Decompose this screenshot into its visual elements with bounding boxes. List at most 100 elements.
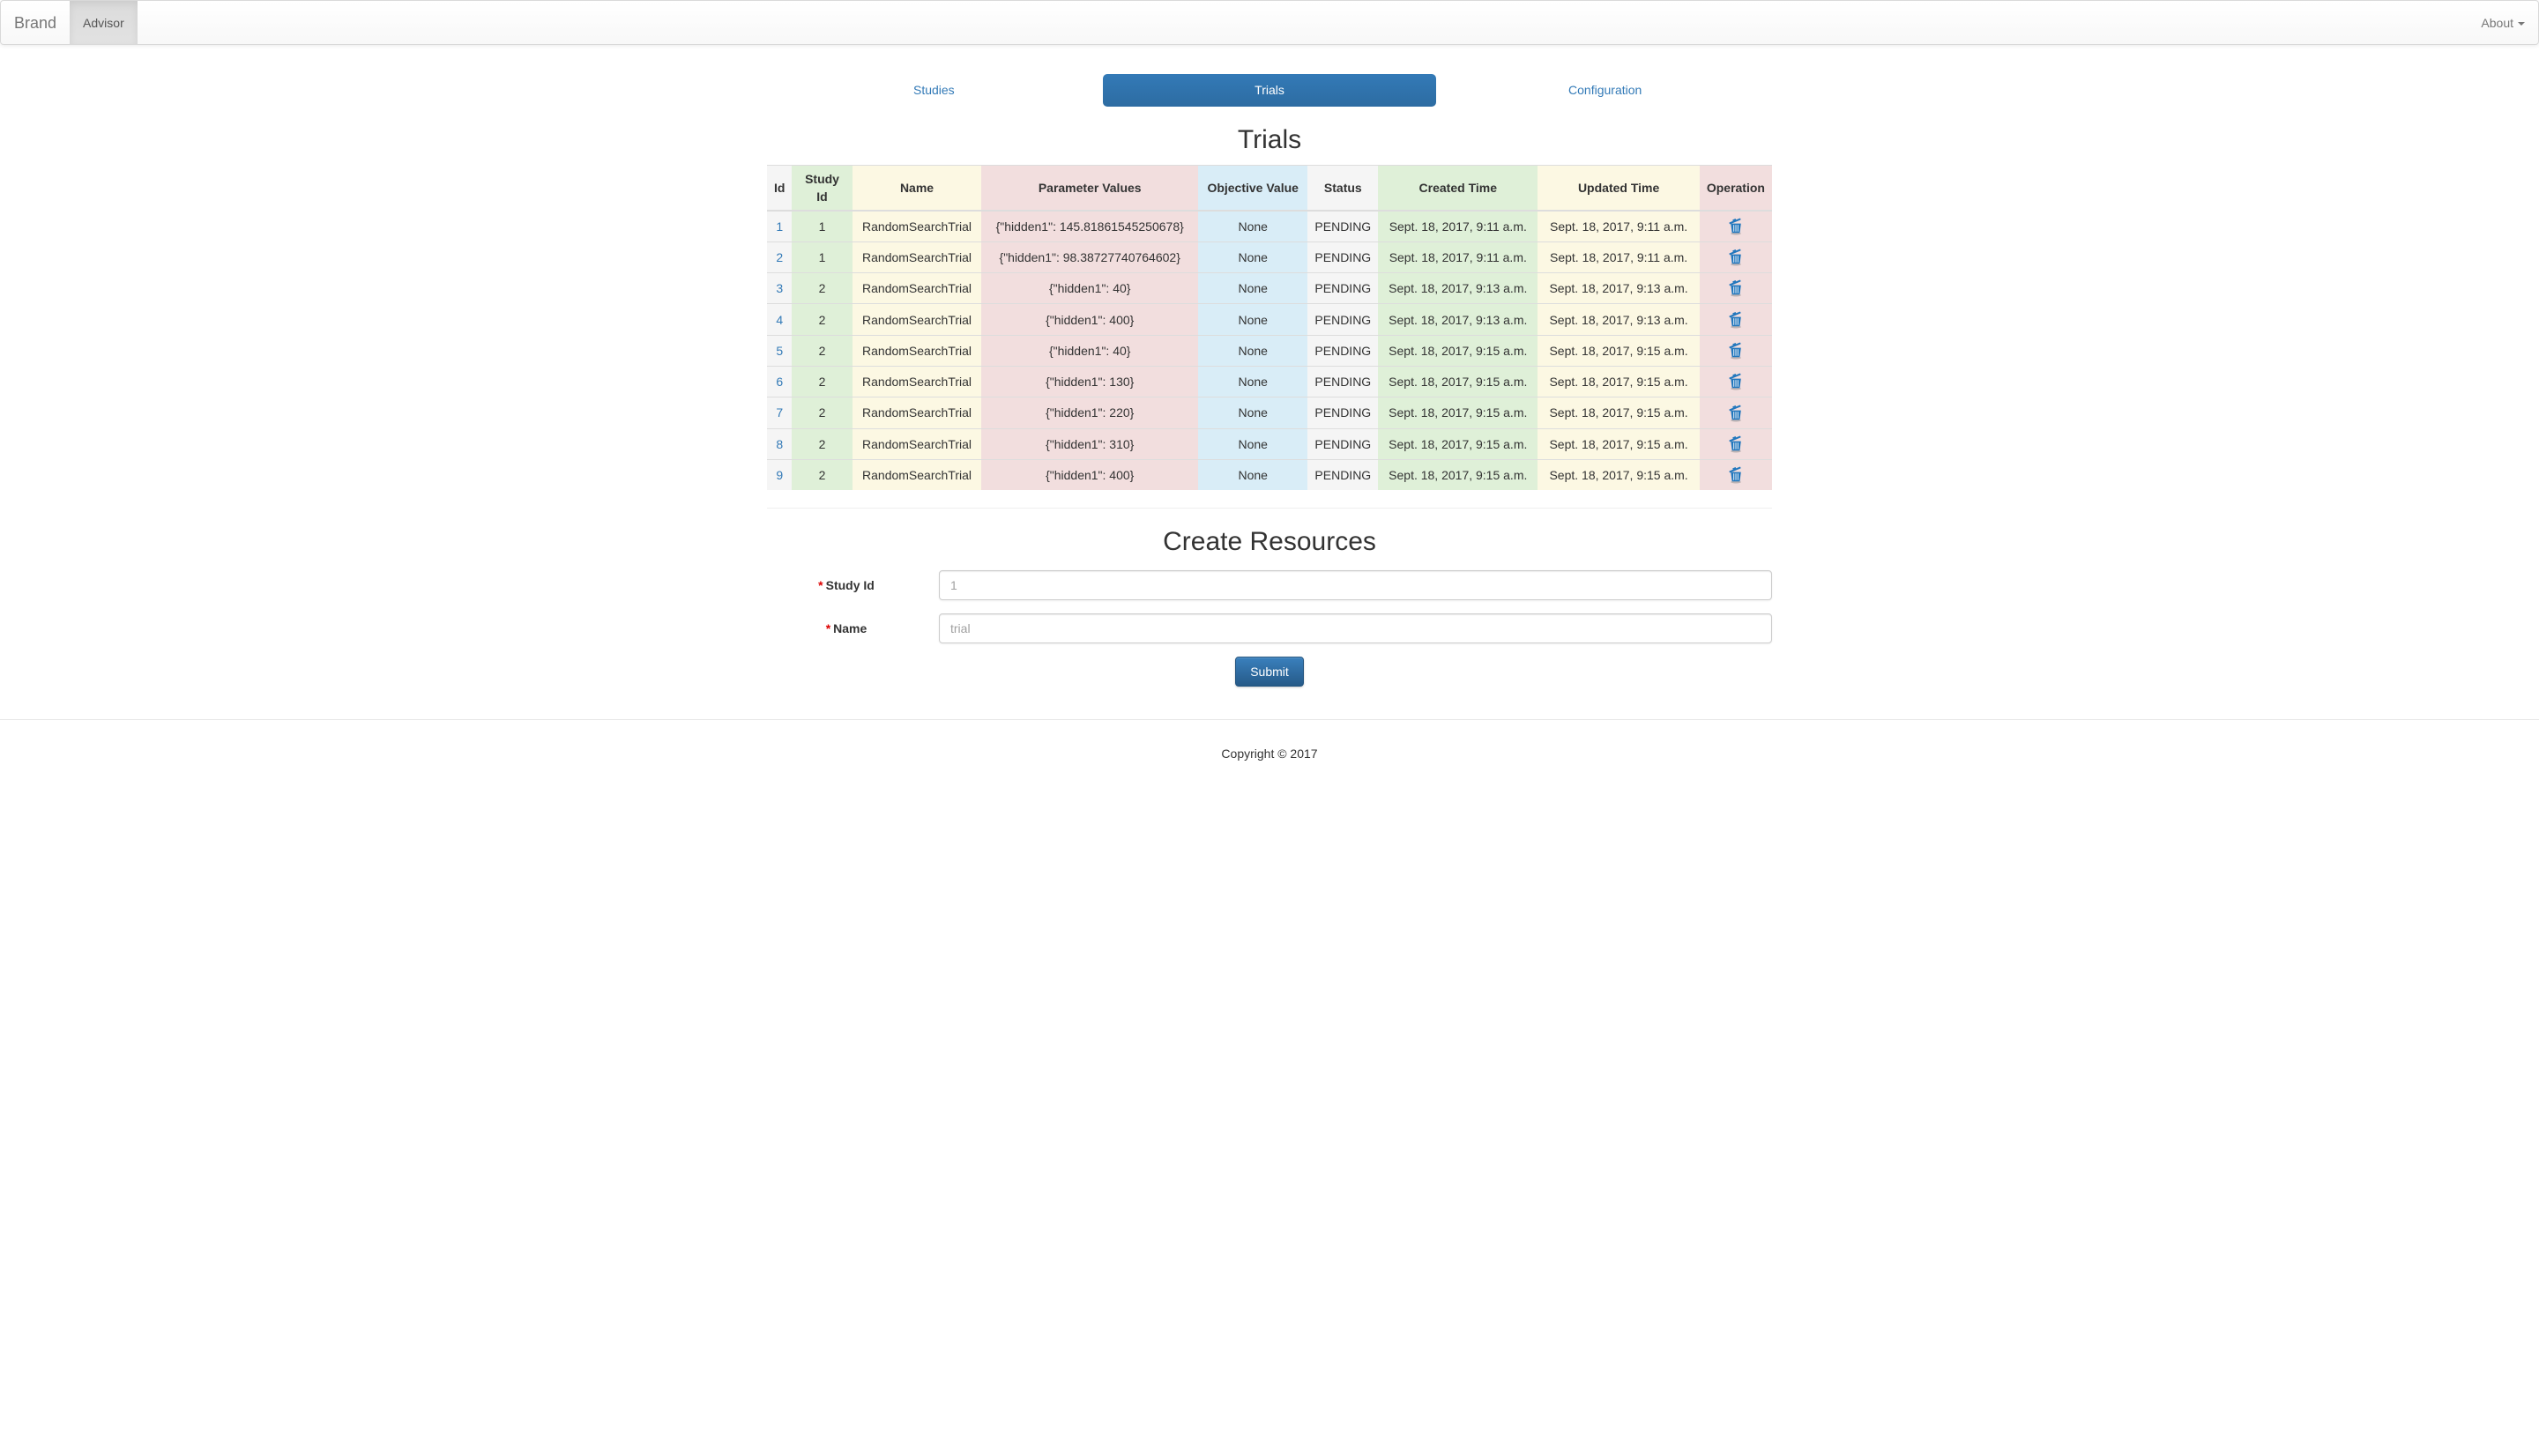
delete-trial-button[interactable] (1726, 465, 1745, 485)
delete-trial-button[interactable] (1726, 279, 1745, 298)
parameter-values-cell: {"hidden1": 220} (981, 397, 1198, 429)
trial-id-link[interactable]: 9 (776, 468, 784, 483)
required-asterisk: * (825, 620, 831, 635)
trial-id-link[interactable]: 5 (776, 343, 784, 358)
table-row: 4 2 RandomSearchTrial {"hidden1": 400} N… (767, 303, 1772, 336)
study-id-form-group: * Study Id (767, 569, 1772, 600)
main-container: Studies Trials Configuration Trials Id S… (754, 74, 1785, 687)
study-id-cell: 2 (792, 303, 853, 336)
advisor-link[interactable]: Advisor (70, 1, 138, 44)
status-cell: PENDING (1307, 241, 1379, 273)
objective-value-cell: None (1197, 458, 1308, 491)
delete-trial-button[interactable] (1726, 435, 1745, 454)
trash-icon (1729, 405, 1742, 422)
delete-trial-button[interactable] (1726, 404, 1745, 423)
trial-id-link[interactable]: 4 (776, 312, 784, 327)
created-time-cell: Sept. 18, 2017, 9:11 a.m. (1378, 241, 1538, 273)
column-header-id: Id (767, 164, 793, 212)
delete-trial-button[interactable] (1726, 217, 1745, 236)
page-footer: Copyright © 2017 (0, 718, 2539, 791)
submit-button[interactable]: Submit (1235, 656, 1304, 687)
created-time-cell: Sept. 18, 2017, 9:15 a.m. (1378, 365, 1538, 397)
trial-id-link[interactable]: 1 (776, 219, 784, 234)
created-time-cell: Sept. 18, 2017, 9:15 a.m. (1378, 458, 1538, 491)
trial-name-cell: RandomSearchTrial (852, 427, 982, 460)
trial-id-cell: 5 (767, 334, 793, 367)
parameter-values-cell: {"hidden1": 310} (981, 427, 1198, 460)
nav-item-advisor[interactable]: Advisor (70, 1, 138, 44)
trial-id-link[interactable]: 7 (776, 405, 784, 420)
column-header-created-time: Created Time (1378, 164, 1538, 212)
table-row: 2 1 RandomSearchTrial {"hidden1": 98.387… (767, 241, 1772, 273)
trial-name-cell: RandomSearchTrial (852, 272, 982, 304)
study-id-cell: 1 (792, 210, 853, 242)
study-id-cell: 2 (792, 427, 853, 460)
updated-time-cell: Sept. 18, 2017, 9:13 a.m. (1538, 272, 1700, 304)
delete-trial-button[interactable] (1726, 310, 1745, 330)
brand-link[interactable]: Brand (14, 14, 57, 32)
name-form-group: * Name (767, 613, 1772, 643)
study-id-cell: 1 (792, 241, 853, 273)
tab-trials[interactable]: Trials (1102, 74, 1437, 107)
trial-id-cell: 4 (767, 303, 793, 336)
updated-time-cell: Sept. 18, 2017, 9:15 a.m. (1538, 397, 1700, 429)
table-row: 3 2 RandomSearchTrial {"hidden1": 40} No… (767, 272, 1772, 304)
operation-cell (1699, 303, 1772, 336)
created-time-cell: Sept. 18, 2017, 9:11 a.m. (1378, 210, 1538, 242)
trial-id-link[interactable]: 2 (776, 249, 784, 264)
tab-configuration[interactable]: Configuration (1438, 74, 1772, 107)
created-time-cell: Sept. 18, 2017, 9:15 a.m. (1378, 334, 1538, 367)
status-cell: PENDING (1307, 427, 1379, 460)
trial-id-link[interactable]: 6 (776, 375, 784, 390)
table-row: 7 2 RandomSearchTrial {"hidden1": 220} N… (767, 397, 1772, 429)
objective-value-cell: None (1197, 241, 1308, 273)
trial-id-link[interactable]: 8 (776, 436, 784, 451)
delete-trial-button[interactable] (1726, 341, 1745, 360)
operation-cell (1699, 427, 1772, 460)
tab-studies[interactable]: Studies (767, 74, 1101, 107)
tab-configuration-link[interactable]: Configuration (1568, 83, 1642, 97)
trials-table-header: Id Study Id Name Parameter Values Object… (767, 164, 1772, 212)
column-header-name: Name (852, 164, 982, 212)
tab-studies-link[interactable]: Studies (912, 83, 955, 97)
status-cell: PENDING (1307, 397, 1379, 429)
navbar-left-nav: Advisor (70, 1, 138, 44)
section-divider (767, 508, 1772, 509)
created-time-cell: Sept. 18, 2017, 9:15 a.m. (1378, 427, 1538, 460)
section-tabs: Studies Trials Configuration (767, 74, 1772, 107)
updated-time-cell: Sept. 18, 2017, 9:11 a.m. (1538, 210, 1700, 242)
column-header-operation: Operation (1699, 164, 1772, 212)
status-cell: PENDING (1307, 458, 1379, 491)
status-cell: PENDING (1307, 303, 1379, 336)
trial-name-cell: RandomSearchTrial (852, 210, 982, 242)
trash-icon (1729, 218, 1742, 235)
tab-trials-link[interactable]: Trials (1102, 74, 1437, 107)
objective-value-cell: None (1197, 397, 1308, 429)
parameter-values-cell: {"hidden1": 145.81861545250678} (981, 210, 1198, 242)
operation-cell (1699, 334, 1772, 367)
table-row: 8 2 RandomSearchTrial {"hidden1": 310} N… (767, 427, 1772, 460)
parameter-values-cell: {"hidden1": 130} (981, 365, 1198, 397)
study-id-input[interactable] (939, 569, 1772, 600)
table-row: 1 1 RandomSearchTrial {"hidden1": 145.81… (767, 210, 1772, 242)
status-cell: PENDING (1307, 272, 1379, 304)
delete-trial-button[interactable] (1726, 372, 1745, 391)
trial-id-link[interactable]: 3 (776, 281, 784, 296)
top-navbar: Brand Advisor About (0, 0, 2539, 45)
submit-row: Submit (767, 656, 1772, 687)
operation-cell (1699, 272, 1772, 304)
column-header-study-id: Study Id (792, 164, 853, 212)
delete-trial-button[interactable] (1726, 248, 1745, 267)
name-input[interactable] (939, 613, 1772, 643)
trash-icon (1729, 249, 1742, 266)
parameter-values-cell: {"hidden1": 40} (981, 272, 1198, 304)
parameter-values-cell: {"hidden1": 40} (981, 334, 1198, 367)
about-dropdown-toggle[interactable]: About (2468, 1, 2538, 44)
created-time-cell: Sept. 18, 2017, 9:13 a.m. (1378, 272, 1538, 304)
updated-time-cell: Sept. 18, 2017, 9:15 a.m. (1538, 427, 1700, 460)
create-resources-title: Create Resources (1163, 527, 1376, 557)
updated-time-cell: Sept. 18, 2017, 9:15 a.m. (1538, 334, 1700, 367)
table-row: 9 2 RandomSearchTrial {"hidden1": 400} N… (767, 458, 1772, 491)
operation-cell (1699, 458, 1772, 491)
nav-item-about[interactable]: About (2468, 1, 2538, 44)
